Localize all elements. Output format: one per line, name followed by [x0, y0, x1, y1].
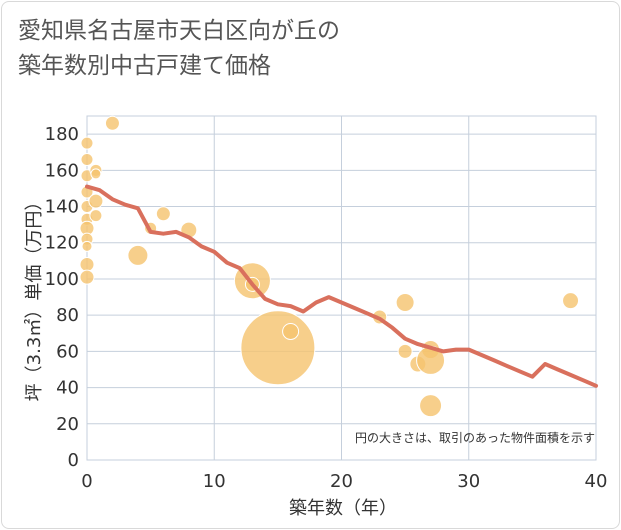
y-tick-label: 40 [56, 378, 79, 399]
data-point [80, 136, 94, 150]
x-tick-label: 0 [81, 471, 92, 492]
trend [85, 184, 598, 388]
data-point [282, 322, 300, 340]
data-point [79, 256, 95, 272]
y-tick-label: 120 [45, 233, 79, 254]
data-point [104, 115, 120, 131]
y-tick-label: 140 [45, 197, 79, 218]
trend-line [85, 184, 598, 388]
chart-title: 愛知県名古屋市天白区向が丘の 築年数別中古戸建て価格 [18, 14, 340, 84]
size-note: 円の大きさは、取引のあった物件面積を示す [355, 430, 595, 445]
data-point [90, 168, 102, 180]
data-point [88, 193, 104, 209]
data-point [81, 240, 93, 252]
x-tick-label: 20 [330, 471, 353, 492]
data-point [397, 343, 413, 359]
data-point [419, 394, 443, 418]
data-point [240, 310, 316, 386]
x-tick-label: 30 [457, 471, 480, 492]
y-ticks: 0 20 40 60 80 100 120 140 160 180 [45, 124, 79, 471]
y-axis-label: 坪（3.3㎡）単価（万円） [23, 193, 45, 402]
chart-title-line2: 築年数別中古戸建て価格 [18, 53, 271, 79]
y-tick-label: 80 [56, 305, 79, 326]
chart-title-line1: 愛知県名古屋市天白区向が丘の [18, 18, 340, 44]
x-tick-label: 10 [203, 471, 226, 492]
data-point [562, 292, 580, 310]
y-tick-label: 20 [56, 414, 79, 435]
grid [86, 115, 597, 461]
data-point [79, 269, 95, 285]
data-point [89, 209, 103, 223]
data-point [155, 206, 171, 222]
data-point [80, 152, 94, 166]
x-ticks: 0 10 20 30 40 [81, 471, 607, 492]
data-point [127, 244, 149, 266]
y-tick-label: 60 [56, 341, 79, 362]
y-tick-label: 160 [45, 160, 79, 181]
bubbles [79, 115, 580, 418]
y-tick-label: 180 [45, 124, 79, 145]
x-axis-label: 築年数（年） [289, 498, 397, 519]
data-point [395, 292, 415, 312]
x-tick-label: 40 [585, 471, 608, 492]
y-tick-label: 0 [68, 450, 79, 471]
y-tick-label: 100 [45, 269, 79, 290]
